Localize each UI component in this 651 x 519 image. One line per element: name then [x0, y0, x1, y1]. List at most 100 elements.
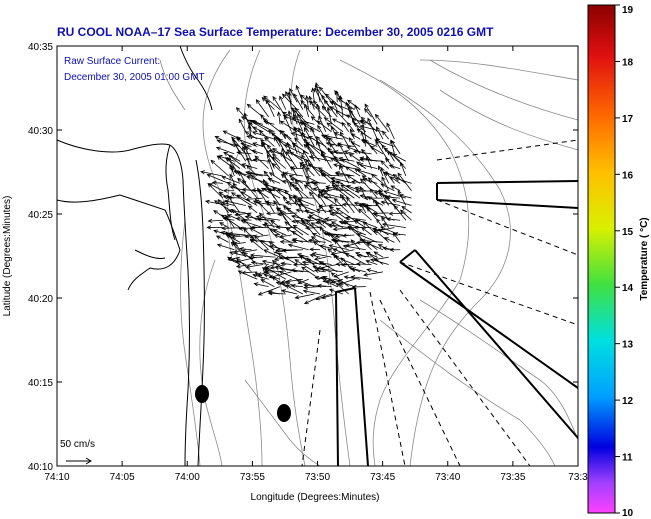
- current-vector-shaft: [346, 217, 366, 221]
- current-vector-head: [213, 210, 218, 215]
- current-vector-shaft: [228, 232, 246, 236]
- current-vector-head: [350, 141, 356, 146]
- current-vector-head: [381, 176, 386, 182]
- current-vector-shaft: [236, 217, 252, 221]
- current-vector: [260, 139, 269, 147]
- current-vector: [374, 113, 390, 132]
- current-vector-shaft: [251, 120, 264, 125]
- current-vector-shaft: [269, 245, 286, 251]
- current-vector-shaft: [321, 293, 338, 299]
- current-vector-head: [234, 259, 240, 264]
- current-vector-head: [282, 114, 288, 119]
- current-vector: [240, 219, 264, 229]
- current-vector-head: [274, 256, 279, 262]
- current-vector-head: [338, 281, 344, 286]
- current-vector-head: [315, 103, 321, 109]
- current-vector-shaft: [373, 227, 395, 232]
- current-vector-shaft: [295, 293, 315, 299]
- current-vector: [250, 225, 269, 230]
- current-vector-head: [281, 248, 287, 253]
- current-vector-head: [235, 264, 241, 269]
- current-vector: [385, 195, 401, 200]
- current-vector: [361, 148, 372, 162]
- current-vector: [356, 168, 378, 177]
- current-vector: [292, 262, 309, 267]
- current-vector-head: [288, 195, 294, 201]
- current-vector-shaft: [380, 167, 390, 184]
- current-vector: [291, 219, 315, 224]
- current-vector: [305, 167, 315, 177]
- current-vector-shaft: [361, 139, 378, 147]
- current-vector-shaft: [281, 278, 304, 283]
- current-vector-shaft: [236, 258, 252, 273]
- current-vector-shaft: [291, 132, 315, 140]
- current-vector: [318, 86, 332, 103]
- current-vector-shaft: [326, 233, 338, 236]
- current-vector-head: [263, 120, 269, 125]
- current-vector-shaft: [305, 159, 321, 177]
- current-vector: [223, 152, 241, 162]
- current-vector: [340, 219, 361, 225]
- current-vector: [267, 291, 286, 296]
- current-vector-shaft: [263, 95, 281, 110]
- current-vector: [282, 196, 292, 206]
- current-vector-shaft: [341, 159, 361, 169]
- current-vector: [246, 103, 264, 118]
- current-vector: [319, 191, 344, 199]
- current-vector: [359, 157, 384, 162]
- current-vector-shaft: [326, 122, 338, 133]
- current-vector-shaft: [232, 241, 241, 251]
- current-vector: [245, 170, 269, 177]
- current-vector-shaft: [372, 212, 389, 214]
- current-vector-head: [328, 244, 334, 249]
- current-vector-shaft: [360, 178, 372, 192]
- current-vector-head: [356, 128, 362, 133]
- current-vector-shaft: [394, 233, 406, 236]
- colorbar-tick-label: 10: [622, 508, 634, 519]
- current-vector-head: [340, 220, 346, 225]
- current-vector-head: [262, 183, 268, 188]
- current-vector-head: [229, 251, 234, 256]
- current-vector: [247, 171, 264, 177]
- current-vector-head: [386, 122, 391, 128]
- current-vector: [392, 154, 407, 162]
- current-vector-shaft: [257, 219, 275, 221]
- current-vector-head: [401, 206, 407, 211]
- current-vector-head: [236, 150, 242, 155]
- current-vector-head: [232, 240, 237, 246]
- current-vector: [319, 267, 344, 273]
- current-vector-head: [318, 86, 324, 92]
- coastline-segment: [195, 159, 205, 467]
- current-vector-shaft: [342, 234, 355, 237]
- current-vector-shaft: [259, 130, 269, 140]
- current-vector-head: [316, 283, 322, 288]
- current-vector-shaft: [221, 231, 235, 236]
- current-vector: [382, 171, 395, 177]
- current-vector-shaft: [329, 289, 344, 295]
- current-vector: [330, 176, 355, 184]
- current-vector-shaft: [348, 106, 355, 118]
- current-vector-shaft: [263, 264, 275, 269]
- current-vector-shaft: [371, 173, 384, 184]
- current-vector: [314, 84, 327, 103]
- current-vector: [251, 149, 264, 155]
- current-vector: [380, 167, 390, 184]
- current-vector-head: [224, 157, 230, 162]
- current-vector: [322, 278, 338, 283]
- current-vector-shaft: [353, 122, 367, 133]
- current-vector: [397, 172, 412, 191]
- current-vector-shaft: [347, 226, 366, 236]
- current-vector-head: [255, 214, 261, 220]
- current-vector-shaft: [314, 256, 326, 260]
- current-vector: [294, 293, 315, 300]
- current-vector: [289, 166, 303, 171]
- current-vector-head: [319, 261, 325, 266]
- radar-line: [436, 180, 579, 184]
- current-vector-head: [245, 170, 251, 175]
- current-vector-head: [308, 214, 314, 219]
- current-vector-head: [281, 179, 287, 184]
- current-vector-shaft: [237, 178, 252, 192]
- current-vector-shaft: [304, 184, 321, 199]
- current-vector-head: [227, 195, 233, 200]
- current-vector-head: [279, 239, 285, 244]
